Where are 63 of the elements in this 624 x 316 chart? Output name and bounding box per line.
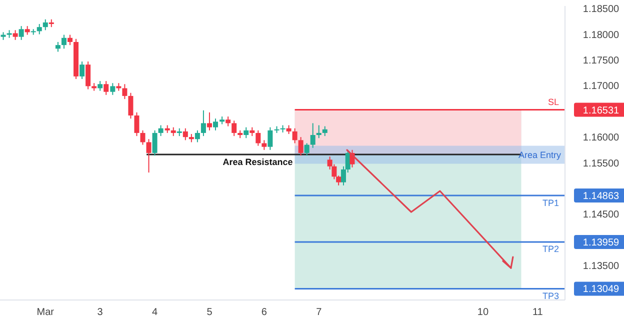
x-tick-label: 3	[97, 307, 104, 316]
y-tick-label: 1.17000	[582, 81, 620, 92]
ref-line-label: TP1	[542, 196, 559, 208]
y-tick-label: 1.14500	[582, 210, 620, 221]
candlestick	[80, 61, 85, 80]
candlestick	[146, 138, 152, 174]
x-tick-label: 4	[152, 307, 158, 316]
x-tick-label: 10	[477, 307, 489, 316]
candlestick	[304, 142, 310, 156]
candlestick	[12, 30, 18, 40]
candlestick	[262, 140, 267, 150]
candlestick	[280, 124, 286, 133]
candlestick	[292, 128, 298, 144]
candlestick	[158, 124, 164, 137]
candlestick	[226, 116, 231, 127]
ref-line-label: TP3	[542, 290, 559, 302]
band-label: Area Entry	[518, 148, 561, 161]
candlestick	[310, 122, 316, 148]
annotation: Area Resistance	[222, 156, 293, 168]
y-tick-label: 1.16531	[582, 105, 620, 116]
candlestick	[36, 23, 42, 35]
ref-line-label: SL	[548, 96, 559, 108]
y-tick-label: 1.14863	[582, 191, 620, 202]
candlestick	[152, 130, 158, 156]
candlestick	[298, 136, 304, 156]
x-tick-label: 5	[206, 307, 213, 316]
y-tick-label: 1.18000	[582, 30, 620, 41]
candlestick	[128, 92, 134, 120]
candlestick	[42, 18, 48, 31]
candlestick	[206, 112, 212, 131]
candlestick	[86, 61, 91, 90]
candlestick	[200, 110, 206, 137]
y-tick-label: 1.13959	[582, 237, 620, 248]
y-tick-label: 1.13049	[582, 284, 620, 296]
x-tick-label: Mar	[36, 307, 55, 316]
candlestick	[98, 80, 103, 92]
y-tick-label: 1.17500	[582, 55, 620, 66]
candlestick	[244, 126, 249, 139]
candlestick	[68, 34, 73, 46]
candlestick	[55, 41, 60, 52]
y-tick-label: 1.18500	[582, 4, 620, 16]
candlestick	[134, 112, 140, 137]
candlestick	[316, 124, 322, 139]
y-tick-label: 1.13500	[582, 261, 620, 272]
y-tick-label: 1.15500	[582, 158, 620, 170]
candlestick	[140, 130, 146, 146]
candlestick	[268, 126, 273, 150]
candlestick	[213, 118, 218, 131]
x-tick-label: 11	[532, 307, 544, 316]
x-tick-label: 7	[316, 307, 322, 316]
candlestick	[194, 130, 200, 143]
candlestick	[110, 82, 116, 96]
candlestick	[182, 128, 188, 141]
candlestick	[122, 84, 128, 100]
candlestick	[322, 126, 328, 137]
candlestick	[232, 120, 237, 137]
y-tick-label: 1.16000	[582, 132, 620, 144]
ref-line-label: TP2	[542, 242, 559, 255]
candlestick	[104, 80, 109, 96]
candlestick	[256, 130, 261, 146]
candlestick	[61, 34, 66, 50]
candlestick	[18, 26, 24, 40]
x-tick-label: 6	[261, 307, 268, 316]
